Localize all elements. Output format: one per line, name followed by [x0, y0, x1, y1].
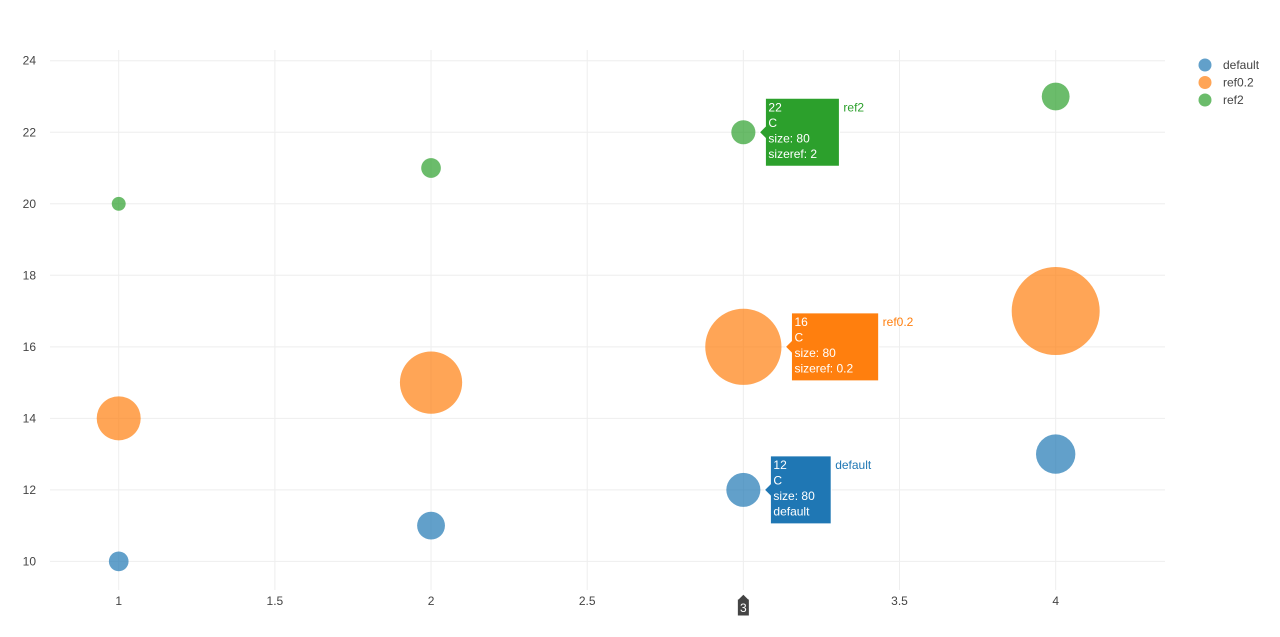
hover-line: C [794, 330, 803, 344]
data-markers[interactable] [96, 82, 1100, 572]
hover-line: size: 80 [773, 489, 815, 503]
legend-label: default [1223, 58, 1260, 72]
x-hover-label-text: 3 [740, 601, 747, 615]
hover-series-name: ref0.2 [883, 315, 914, 329]
y-tick-label: 20 [23, 197, 37, 211]
y-tick-label: 10 [23, 554, 37, 568]
hover-line: default [773, 504, 810, 518]
hover-series-name: default [835, 458, 872, 472]
hover-line: 16 [794, 315, 808, 329]
hover-line: 22 [768, 100, 782, 114]
y-tick-label: 24 [23, 54, 37, 68]
x-tick-label: 2.5 [579, 594, 596, 608]
hover-box-bg [784, 312, 880, 382]
marker-default-3[interactable] [726, 472, 761, 507]
x-tick-label: 1 [115, 594, 122, 608]
marker-ref2-3[interactable] [731, 120, 756, 145]
legend-swatch [1198, 58, 1212, 72]
legend-item-default[interactable]: default [1198, 58, 1260, 72]
y-tick-label: 12 [23, 483, 37, 497]
y-tick-label: 14 [23, 411, 37, 425]
hover-box-bg [763, 455, 832, 525]
x-tick-label: 3.5 [891, 594, 908, 608]
hover-line: sizeref: 2 [768, 147, 817, 161]
legend-label: ref0.2 [1223, 76, 1254, 90]
y-axis-ticks: 10 12 14 16 18 20 22 24 [23, 54, 37, 569]
legend[interactable]: default ref0.2 ref2 [1198, 58, 1260, 107]
marker-ref0.2-1[interactable] [96, 396, 141, 441]
marker-default-1[interactable] [108, 551, 129, 572]
marker-ref0.2-3[interactable] [705, 308, 782, 385]
x-axis-ticks: 1 1.5 2 2.5 3.5 4 [115, 594, 1059, 608]
x-tick-label: 1.5 [267, 594, 284, 608]
hover-line: C [768, 116, 777, 130]
legend-item-ref0.2[interactable]: ref0.2 [1198, 76, 1255, 90]
grid-lines [50, 50, 1165, 590]
hover-line: 12 [773, 458, 787, 472]
marker-ref2-4[interactable] [1041, 82, 1070, 111]
marker-default-4[interactable] [1036, 434, 1076, 474]
marker-default-2[interactable] [417, 511, 445, 540]
legend-swatch [1198, 93, 1212, 107]
hover-line: size: 80 [768, 131, 810, 145]
x-hover-label-bg [736, 593, 750, 617]
marker-ref0.2-2[interactable] [399, 351, 463, 414]
marker-ref0.2-4[interactable] [1011, 267, 1100, 356]
hover-line: sizeref: 0.2 [794, 361, 853, 375]
y-tick-label: 16 [23, 340, 37, 354]
hover-box-bg [758, 97, 840, 167]
hover-series-name: ref2 [843, 100, 864, 114]
legend-swatch [1198, 76, 1212, 89]
x-hover-label: 3 [736, 593, 750, 617]
legend-item-ref2[interactable]: ref2 [1198, 93, 1245, 107]
x-tick-label: 4 [1052, 594, 1059, 608]
marker-ref2-2[interactable] [421, 158, 441, 178]
hover-line: C [773, 473, 782, 487]
legend-label: ref2 [1223, 93, 1244, 107]
marker-ref2-1[interactable] [111, 196, 126, 211]
hover-line: size: 80 [794, 346, 836, 360]
y-tick-label: 22 [23, 125, 37, 139]
x-tick-label: 2 [428, 594, 435, 608]
y-tick-label: 18 [23, 268, 37, 282]
